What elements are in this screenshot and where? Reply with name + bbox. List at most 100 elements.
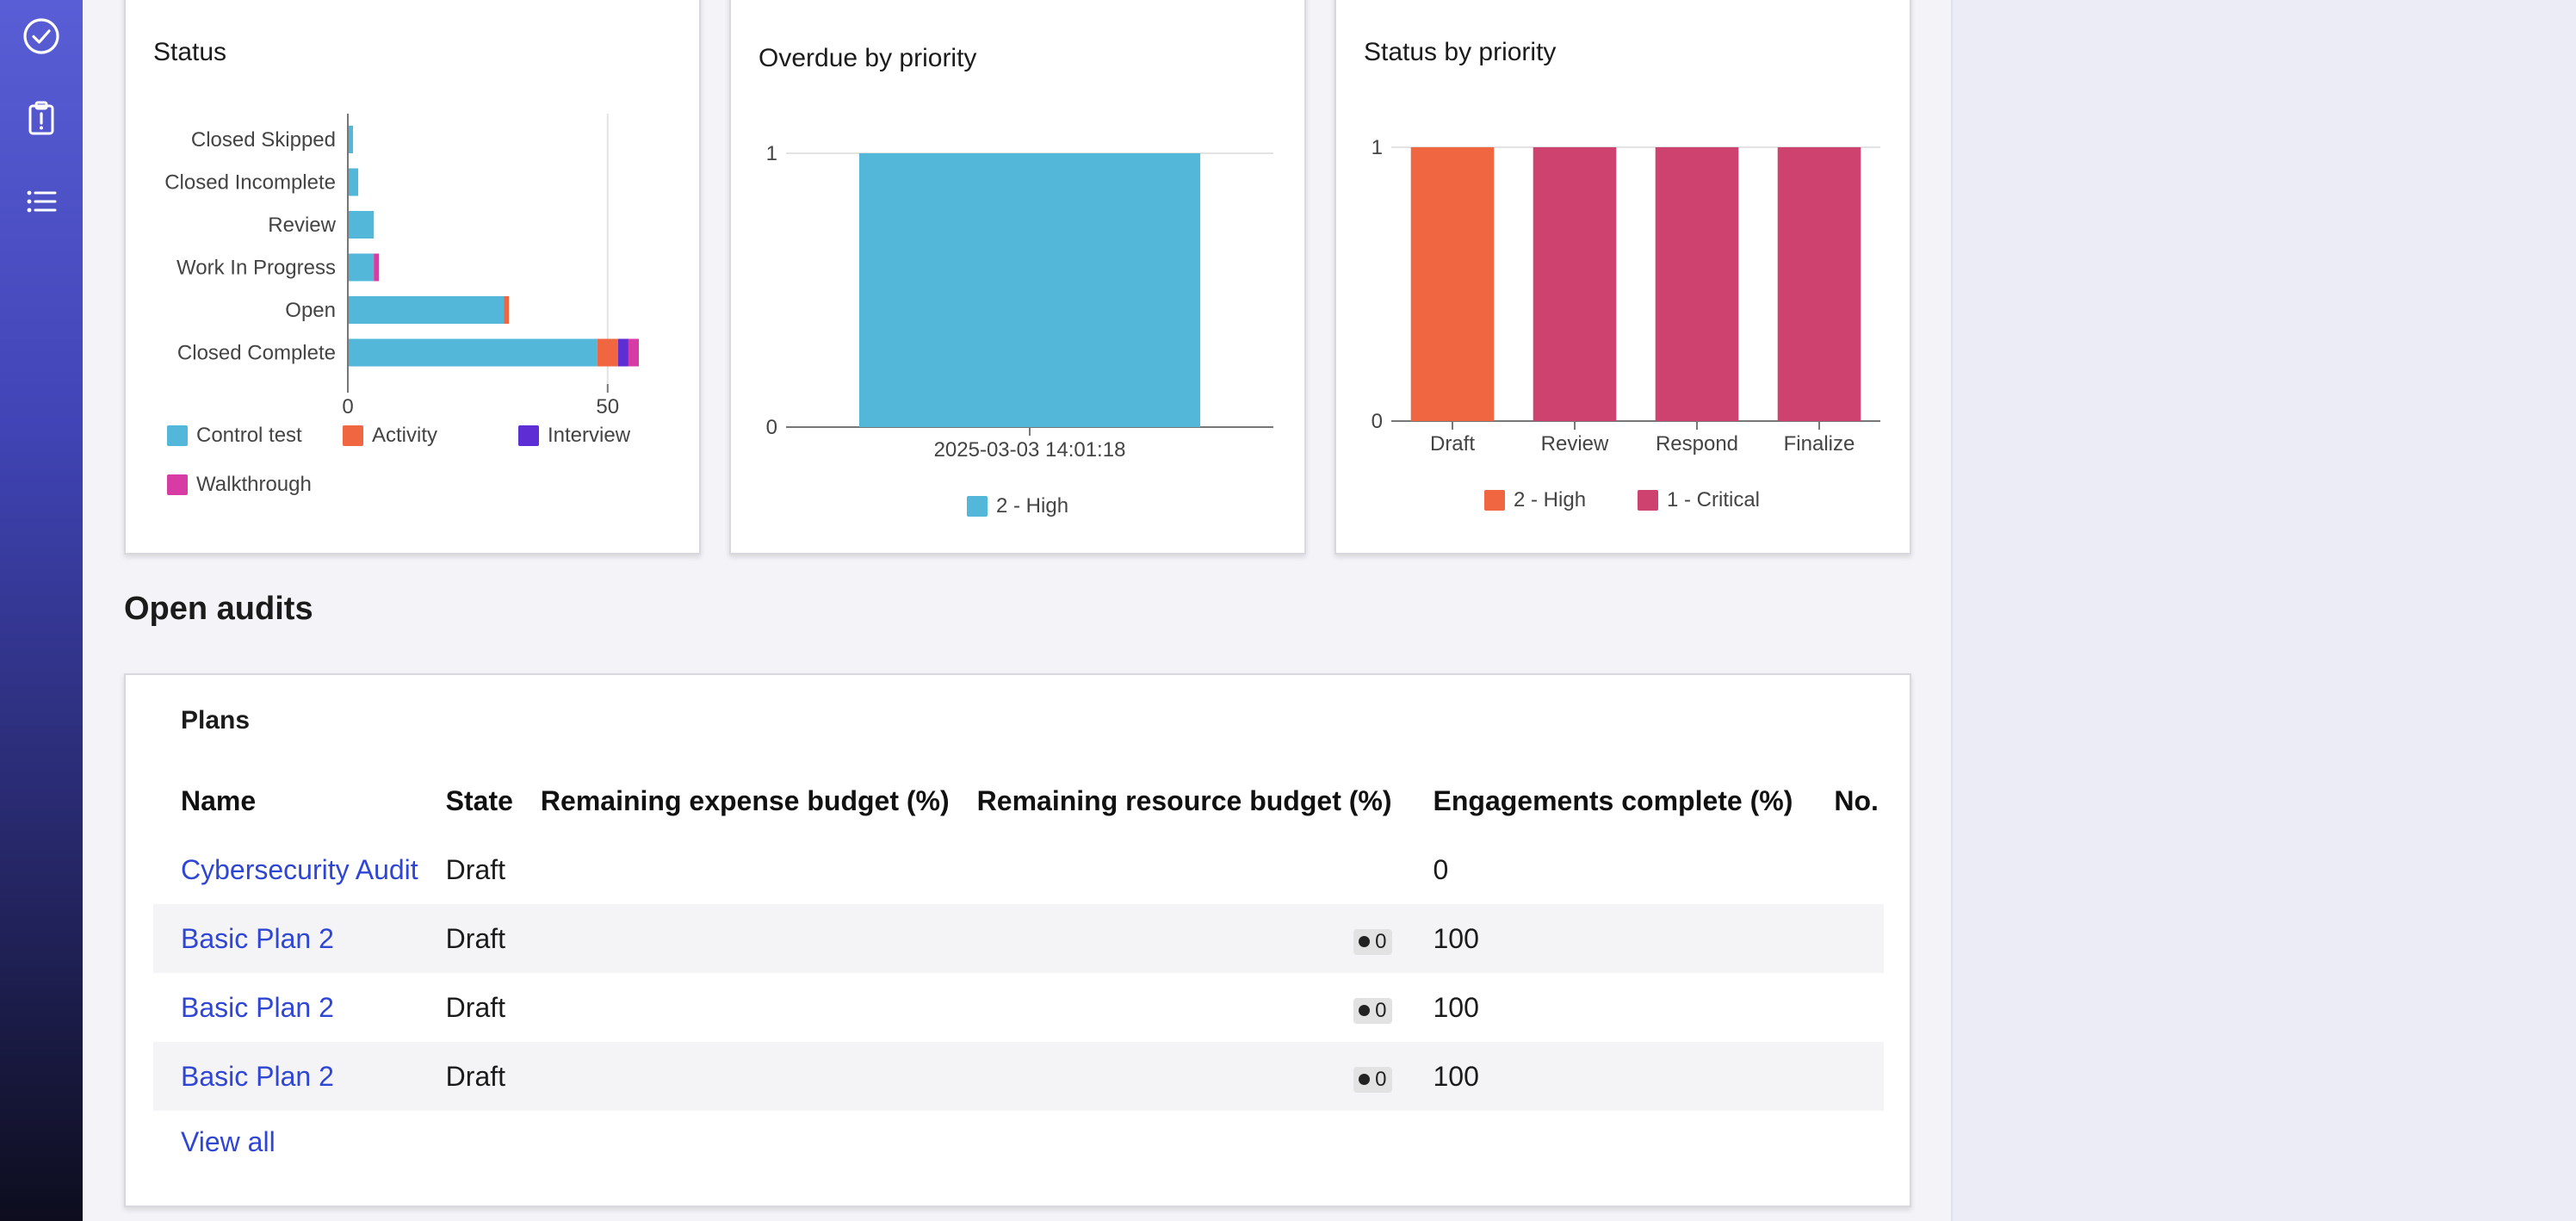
column-header-state[interactable]: State: [445, 784, 513, 816]
list-icon[interactable]: [21, 181, 62, 222]
check-circle-icon[interactable]: [21, 15, 62, 57]
card-title: Status: [153, 38, 227, 66]
legend-item-high[interactable]: 2 - High: [967, 494, 1068, 518]
resource-cell: [963, 835, 1406, 904]
column-header-resource-budget[interactable]: Remaining resource budget (%): [976, 784, 1392, 816]
legend-label: Interview: [548, 424, 631, 447]
y-tick-label: 0: [1372, 410, 1383, 433]
legend-item-interview[interactable]: Interview: [518, 424, 630, 448]
plan-link[interactable]: Basic Plan 2: [181, 1060, 334, 1092]
y-tick-label: 1: [766, 142, 777, 165]
legend-swatch: [167, 474, 188, 495]
resource-cell: 0: [963, 904, 1406, 973]
engagements-cell: [1806, 835, 1884, 904]
plan-name-cell: Cybersecurity Audit: [153, 835, 432, 904]
expense-cell: [527, 973, 963, 1042]
x-tick-label: 2025-03-03 14:01:18: [934, 438, 1126, 462]
resource-badge: 0: [1353, 997, 1392, 1024]
dot-icon: [1359, 1074, 1371, 1086]
y-tick-label: 1: [1372, 136, 1383, 159]
x-tick-label: Finalize: [1784, 432, 1855, 456]
table-row: Basic Plan 2 Draft 0 100: [153, 904, 1884, 973]
legend-label: 2 - High: [1514, 488, 1587, 511]
bar: [348, 126, 354, 153]
plan-link[interactable]: Basic Plan 2: [181, 991, 334, 1023]
resource-badge: 0: [1353, 928, 1392, 955]
bar: [1655, 147, 1739, 421]
plans-title: Plans: [181, 706, 251, 734]
engagements-cell: [1806, 904, 1884, 973]
plans-table-wrapper: Name State Remaining expense budget (%) …: [153, 766, 1884, 1111]
table-row: Cybersecurity Audit Draft 0: [153, 835, 1884, 904]
bar: [348, 168, 359, 196]
bar: [617, 338, 629, 367]
clipboard-alert-icon[interactable]: [21, 98, 62, 139]
y-tick-label: Review: [268, 214, 336, 237]
bar: [374, 253, 380, 282]
y-tick-label: Closed Incomplete: [164, 171, 336, 195]
dot-icon: [1359, 1005, 1371, 1017]
plan-link[interactable]: Cybersecurity Audit: [181, 853, 418, 885]
sidebar: [0, 0, 83, 1221]
legend-label: 1 - Critical: [1667, 488, 1761, 511]
legend-swatch: [518, 425, 539, 446]
bar: [348, 296, 505, 324]
plan-name-cell: Basic Plan 2: [153, 1042, 432, 1111]
y-tick-label: Closed Complete: [177, 342, 336, 365]
state-cell: Draft: [445, 853, 506, 885]
badge-value: 0: [1375, 929, 1387, 953]
legend-swatch: [1638, 490, 1658, 511]
status-priority-card: Status by priority 0 1 Draft Review Respond F…: [1334, 0, 1911, 555]
legend-item-control-test[interactable]: Control test: [167, 424, 302, 448]
expense-cell: [526, 1042, 963, 1111]
legend-swatch: [343, 425, 363, 446]
x-tick-label: Review: [1541, 432, 1609, 456]
legend-label: Walkthrough: [196, 473, 312, 496]
bar: [1533, 147, 1617, 421]
y-tick-label: Closed Skipped: [191, 128, 336, 152]
x-tick-label: Draft: [1430, 432, 1475, 456]
legend-swatch: [967, 496, 988, 517]
bar: [858, 153, 1201, 427]
overdue-chart: 0 1 2025-03-03 14:01:18: [766, 142, 1273, 462]
column-header-no-of-engagements[interactable]: No. of en: [1834, 784, 1884, 816]
section-heading: Open audits: [124, 591, 313, 627]
plan-link[interactable]: Basic Plan 2: [181, 922, 334, 954]
legend-item-high[interactable]: 2 - High: [1484, 488, 1586, 512]
engagements-cell: [1806, 973, 1884, 1042]
complete-cell: 100: [1433, 991, 1479, 1023]
x-tick-label: Respond: [1656, 432, 1738, 456]
x-tick-label: 0: [342, 395, 353, 418]
column-header-engagements-complete[interactable]: Engagements complete (%): [1433, 784, 1793, 816]
legend-item-activity[interactable]: Activity: [343, 424, 437, 448]
overdue-card: Overdue by priority 0 1 2025-03-03 14:01:1…: [729, 0, 1306, 555]
card-title: Overdue by priority: [759, 44, 977, 72]
legend-item-critical[interactable]: 1 - Critical: [1638, 488, 1760, 512]
legend-item-walkthrough[interactable]: Walkthrough: [167, 473, 312, 497]
engagements-cell: [1806, 1042, 1884, 1111]
bar: [628, 338, 639, 367]
bar: [348, 338, 598, 367]
column-header-expense-budget[interactable]: Remaining expense budget (%): [540, 784, 950, 816]
dot-icon: [1359, 936, 1371, 948]
plan-name-cell: Basic Plan 2: [153, 973, 432, 1042]
legend-swatch: [167, 425, 188, 446]
expense-cell: [526, 904, 963, 973]
resource-cell: 0: [963, 973, 1406, 1042]
bar: [348, 211, 375, 239]
legend-label: 2 - High: [996, 494, 1069, 518]
plan-name-cell: Basic Plan 2: [153, 904, 432, 973]
view-all-link[interactable]: View all: [181, 1126, 276, 1157]
state-cell: Draft: [431, 1042, 527, 1111]
plans-card: Plans Name State Remaining expense budge…: [124, 673, 1911, 1207]
bar: [597, 338, 618, 367]
table-row: Basic Plan 2 Draft 0 100: [153, 1042, 1884, 1111]
state-cell: Draft: [445, 991, 506, 1023]
state-cell: Draft: [431, 904, 527, 973]
card-title: Status by priority: [1364, 38, 1557, 66]
complete-cell: 100: [1405, 904, 1807, 973]
y-tick-label: Work In Progress: [176, 257, 336, 280]
status-card: Status 0 50 Closed Skipped Closed Incomplet…: [124, 0, 701, 555]
complete-cell: 0: [1433, 853, 1449, 885]
column-header-name[interactable]: Name: [181, 784, 257, 816]
